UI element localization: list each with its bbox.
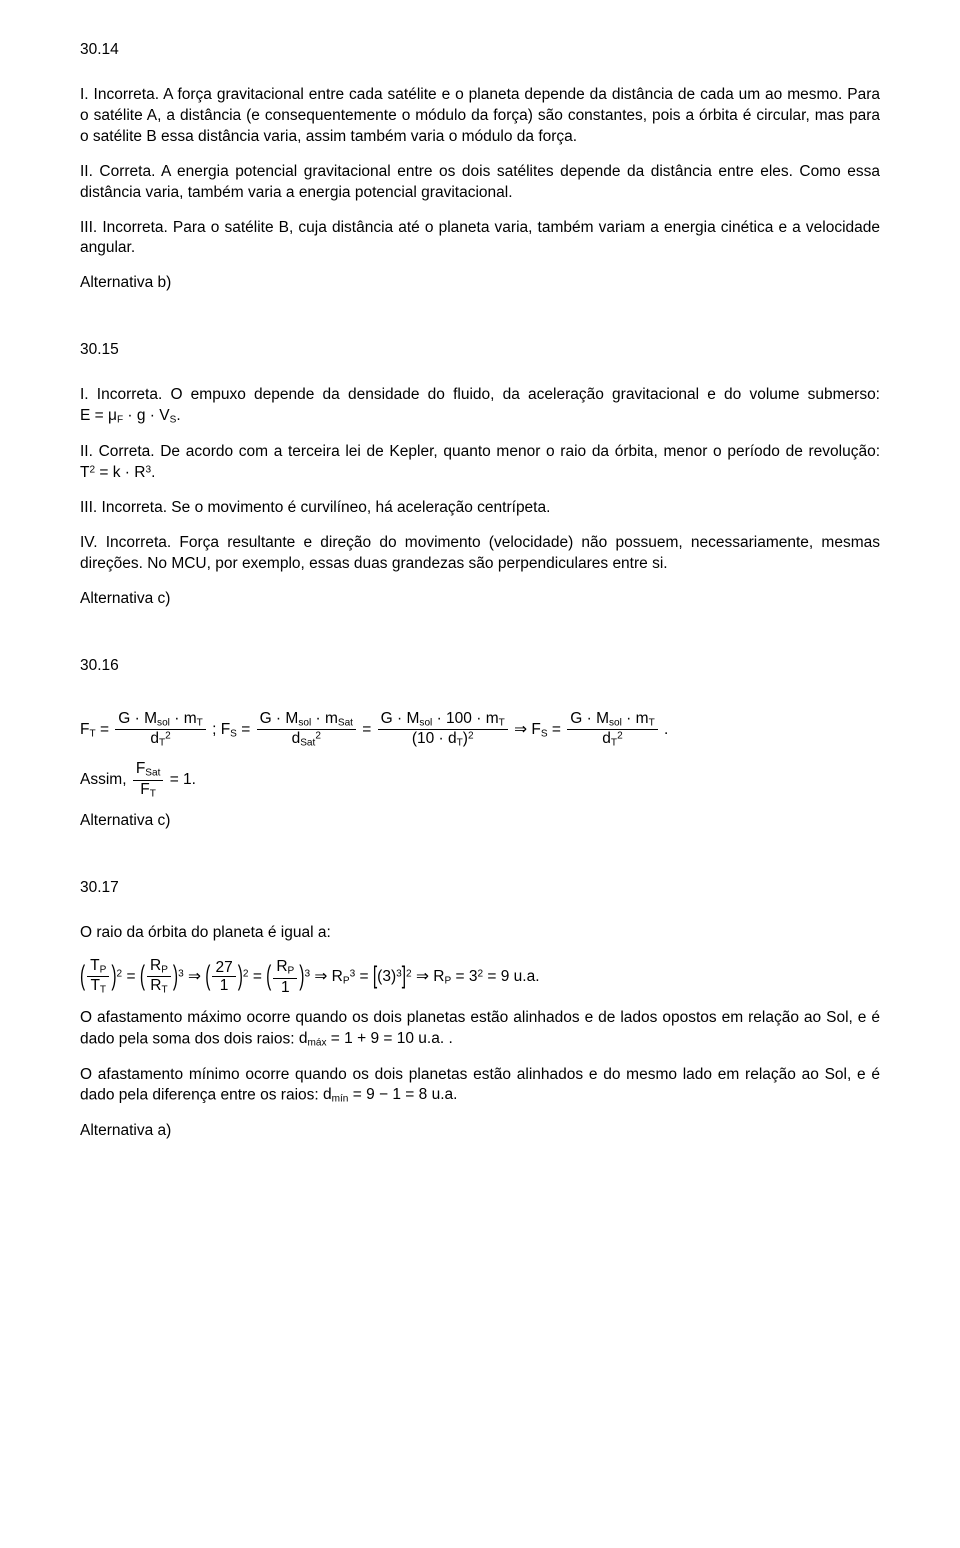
q17-dmin-equation: dmín = 9 − 1 = 8 u.a. — [323, 1085, 457, 1106]
q17-answer: Alternativa a) — [80, 1121, 880, 1142]
q17-min-text: O afastamento mínimo ocorre quando os do… — [80, 1066, 880, 1105]
q16-FT-fraction: G · Msol · mT dT2 — [115, 711, 205, 749]
q17-RP-over-RT: RP RT — [147, 958, 171, 996]
q16-FS: FS = G · Msol · mSat dSat2 = G · Msol · … — [221, 711, 510, 749]
q16-equation-line: FT = G · Msol · mT dT2 ; FS = G · Msol ·… — [80, 711, 880, 749]
question-number-30-14: 30.14 — [80, 40, 880, 61]
q15-II-equation: T2 = k · R3. — [80, 463, 155, 484]
q15-item-IV: IV. Incorreta. Força resultante e direçã… — [80, 533, 880, 575]
q17-max-paragraph: O afastamento máximo ocorre quando os do… — [80, 1008, 880, 1051]
q16-FS-fraction-1: G · Msol · mSat dSat2 — [257, 711, 356, 749]
q15-II-text: II. Correta. De acordo com a terceira le… — [80, 443, 880, 460]
q14-item-III: III. Incorreta. Para o satélite B, cuja … — [80, 218, 880, 260]
q15-item-II: II. Correta. De acordo com a terceira le… — [80, 442, 880, 484]
q16-answer: Alternativa c) — [80, 811, 880, 832]
q16-ratio-fraction: FSat FT — [133, 761, 164, 799]
q15-I-equation: E = μF · g · VS. — [80, 406, 181, 427]
q17-RP-over-1: RP 1 — [273, 959, 297, 995]
question-number-30-17: 30.17 — [80, 878, 880, 899]
q15-item-I: I. Incorreta. O empuxo depende da densid… — [80, 385, 880, 428]
q17-equation-line: TP TT 2 = RP RT 3 ⇒ 27 1 2 = RP 1 3 ⇒ RP… — [80, 958, 880, 996]
q14-answer: Alternativa b) — [80, 273, 880, 294]
q15-item-III: III. Incorreta. Se o movimento é curvilí… — [80, 498, 880, 519]
q17-27-over-1: 27 1 — [212, 960, 235, 994]
q14-item-I: I. Incorreta. A força gravitacional entr… — [80, 85, 880, 148]
q17-lead: O raio da órbita do planeta é igual a: — [80, 923, 880, 944]
q16-assim: Assim, — [80, 771, 131, 788]
q17-min-paragraph: O afastamento mínimo ocorre quando os do… — [80, 1065, 880, 1108]
q17-max-text: O afastamento máximo ocorre quando os do… — [80, 1009, 880, 1048]
q17-dmax-equation: dmáx = 1 + 9 = 10 u.a. . — [299, 1029, 453, 1050]
q16-ratio-line: Assim, FSat FT = 1. — [80, 761, 880, 799]
question-number-30-15: 30.15 — [80, 340, 880, 361]
q16-FS-fraction-2: G · Msol · 100 · mT (10 · dT)2 — [378, 711, 508, 749]
q16-FS-fraction-3: G · Msol · mT dT2 — [567, 711, 657, 749]
q16-FT: FT = G · Msol · mT dT2 — [80, 711, 208, 749]
q14-item-II: II. Correta. A energia potencial gravita… — [80, 162, 880, 204]
q16-FS-final: FS = G · Msol · mT dT2 . — [531, 711, 668, 749]
q15-I-text: I. Incorreta. O empuxo depende da densid… — [80, 386, 880, 403]
q15-answer: Alternativa c) — [80, 589, 880, 610]
page: 30.14 I. Incorreta. A força gravitaciona… — [0, 0, 960, 1548]
q17-TP-over-TT: TP TT — [87, 958, 109, 996]
question-number-30-16: 30.16 — [80, 656, 880, 677]
